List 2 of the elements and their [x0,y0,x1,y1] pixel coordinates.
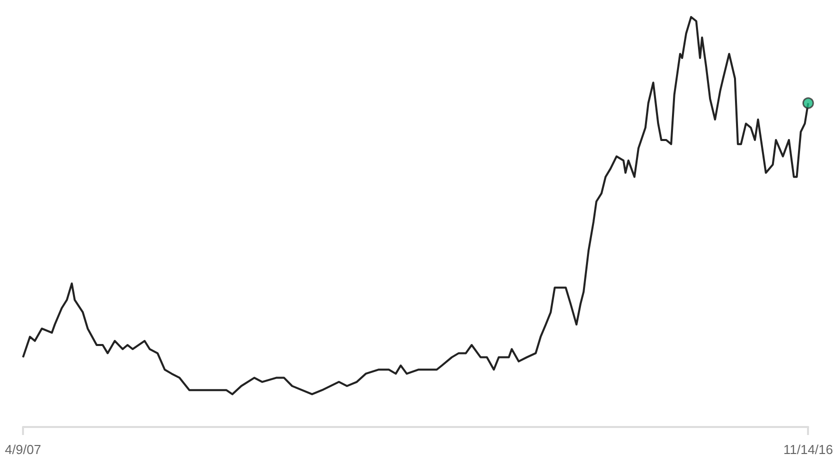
x-tick-label: 4/9/07 [4,442,42,457]
x-tick-label: 11/14/16 [783,442,833,457]
